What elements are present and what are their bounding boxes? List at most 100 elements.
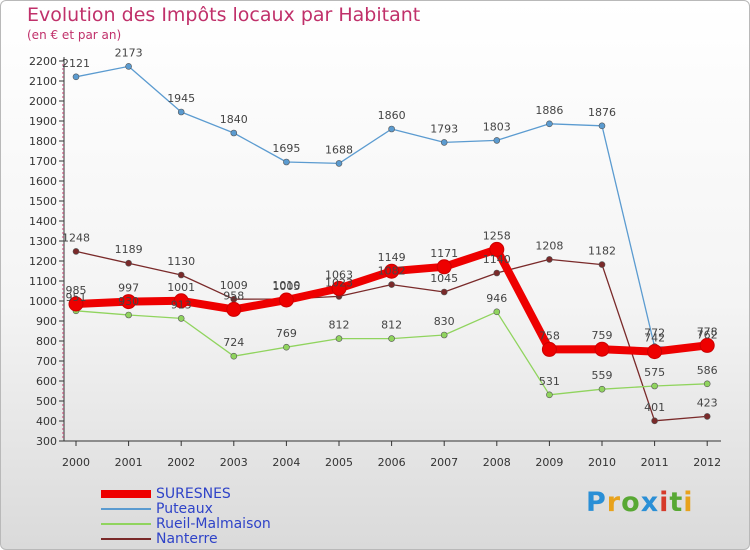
x-tick-label: 2012 bbox=[693, 456, 721, 469]
data-point-nanterre bbox=[598, 261, 606, 268]
y-tick-label: 900 bbox=[36, 315, 57, 328]
data-label-suresnes: 997 bbox=[118, 282, 139, 295]
legend-swatch-nanterre bbox=[101, 538, 151, 540]
chart-subtitle: (en € et par an) bbox=[27, 28, 122, 42]
data-point-rueil-malmaison bbox=[493, 308, 501, 316]
series-layer bbox=[68, 63, 715, 425]
data-label-suresnes: 778 bbox=[697, 325, 718, 338]
y-tick-label: 1100 bbox=[29, 275, 57, 288]
data-label-nanterre: 1182 bbox=[588, 245, 616, 258]
data-point-rueil-malmaison bbox=[177, 315, 185, 322]
data-label-rueil-malmaison: 586 bbox=[697, 364, 718, 377]
legend-label-rueil-malmaison: Rueil-Malmaison bbox=[156, 516, 271, 532]
data-point-rueil-malmaison bbox=[440, 331, 448, 339]
legend-label-suresnes: SURESNES bbox=[156, 486, 231, 502]
data-point-suresnes bbox=[68, 296, 84, 312]
x-tick-label: 2003 bbox=[220, 456, 248, 469]
data-label-suresnes: 1149 bbox=[378, 251, 406, 264]
x-tick-label: 2008 bbox=[483, 456, 511, 469]
data-label-rueil-malmaison: 812 bbox=[329, 319, 350, 332]
logo-letter: x bbox=[640, 487, 660, 518]
y-tick-label: 2100 bbox=[29, 75, 57, 88]
data-label-puteaux: 1860 bbox=[378, 109, 406, 122]
legend-swatch-puteaux bbox=[101, 508, 151, 510]
data-label-rueil-malmaison: 531 bbox=[539, 375, 560, 388]
data-point-suresnes bbox=[226, 301, 242, 317]
data-point-suresnes bbox=[489, 241, 505, 257]
y-tick-label: 1600 bbox=[29, 175, 57, 188]
y-tick-label: 500 bbox=[36, 395, 57, 408]
logo-letter: i bbox=[659, 487, 670, 518]
data-point-suresnes bbox=[331, 280, 347, 296]
data-point-suresnes bbox=[541, 341, 557, 357]
x-tick-label: 2005 bbox=[325, 456, 353, 469]
y-tick-label: 800 bbox=[36, 335, 57, 348]
data-label-nanterre: 1082 bbox=[378, 265, 406, 278]
data-label-rueil-malmaison: 951 bbox=[66, 291, 87, 304]
data-label-rueil-malmaison: 724 bbox=[223, 336, 244, 349]
x-tick-label: 2004 bbox=[272, 456, 300, 469]
y-tick-label: 1900 bbox=[29, 115, 57, 128]
data-point-nanterre bbox=[72, 248, 80, 255]
data-label-puteaux: 1688 bbox=[325, 143, 353, 156]
data-label-nanterre: 401 bbox=[644, 401, 665, 414]
data-label-puteaux: 762 bbox=[697, 329, 718, 342]
logo-letter: t bbox=[669, 487, 684, 518]
x-tick-label: 2010 bbox=[588, 456, 616, 469]
data-label-suresnes: 985 bbox=[66, 284, 87, 297]
y-tick-label: 700 bbox=[36, 355, 57, 368]
data-label-rueil-malmaison: 575 bbox=[644, 366, 665, 379]
data-label-puteaux: 2173 bbox=[115, 46, 143, 59]
data-point-rueil-malmaison bbox=[283, 343, 290, 351]
data-point-suresnes bbox=[647, 344, 663, 360]
data-point-nanterre bbox=[440, 288, 448, 296]
data-point-puteaux bbox=[230, 129, 238, 137]
data-point-nanterre bbox=[651, 417, 658, 425]
data-point-puteaux bbox=[177, 108, 185, 116]
data-point-nanterre bbox=[546, 256, 553, 263]
data-label-puteaux: 1876 bbox=[588, 106, 616, 119]
data-label-puteaux: 772 bbox=[644, 327, 665, 340]
x-tick-label: 2011 bbox=[641, 456, 669, 469]
data-label-nanterre: 1009 bbox=[220, 279, 248, 292]
data-label-puteaux: 1945 bbox=[167, 92, 195, 105]
data-point-suresnes bbox=[594, 341, 610, 357]
data-label-nanterre: 1208 bbox=[535, 239, 563, 252]
data-point-rueil-malmaison bbox=[546, 391, 553, 399]
y-tick-label: 1700 bbox=[29, 155, 57, 168]
data-label-suresnes: 1258 bbox=[483, 229, 511, 242]
legend-label-nanterre: Nanterre bbox=[156, 531, 218, 547]
data-label-nanterre: 1130 bbox=[167, 255, 195, 268]
y-tick-label: 1300 bbox=[29, 235, 57, 248]
logo-letter: P bbox=[586, 487, 607, 518]
data-label-suresnes: 958 bbox=[223, 289, 244, 302]
y-tick-label: 2000 bbox=[29, 95, 57, 108]
data-label-rueil-malmaison: 913 bbox=[171, 298, 192, 311]
data-label-nanterre: 1045 bbox=[430, 272, 458, 285]
x-tick-label: 2009 bbox=[535, 456, 563, 469]
x-tick-label: 2007 bbox=[430, 456, 458, 469]
data-label-puteaux: 1886 bbox=[535, 104, 563, 117]
data-label-puteaux: 1840 bbox=[220, 113, 248, 126]
data-label-nanterre: 1010 bbox=[272, 279, 300, 292]
y-tick-label: 1400 bbox=[29, 215, 57, 228]
data-point-puteaux bbox=[598, 122, 606, 130]
data-point-nanterre bbox=[125, 259, 132, 267]
data-label-rueil-malmaison: 930 bbox=[118, 295, 139, 308]
data-point-nanterre bbox=[388, 281, 395, 288]
data-point-suresnes bbox=[384, 263, 400, 279]
data-label-nanterre: 423 bbox=[697, 396, 718, 409]
data-point-suresnes bbox=[278, 292, 294, 308]
y-tick-label: 1500 bbox=[29, 195, 57, 208]
data-point-rueil-malmaison bbox=[335, 335, 343, 342]
data-point-puteaux bbox=[440, 139, 448, 146]
legend-swatch-rueil-malmaison bbox=[101, 523, 151, 525]
data-point-puteaux bbox=[125, 63, 132, 70]
logo-letter: i bbox=[683, 487, 694, 518]
data-label-rueil-malmaison: 769 bbox=[276, 327, 297, 340]
data-label-nanterre: 1248 bbox=[62, 231, 90, 244]
data-point-nanterre bbox=[493, 269, 501, 277]
y-tick-label: 1000 bbox=[29, 295, 57, 308]
data-label-rueil-malmaison: 830 bbox=[434, 315, 455, 328]
